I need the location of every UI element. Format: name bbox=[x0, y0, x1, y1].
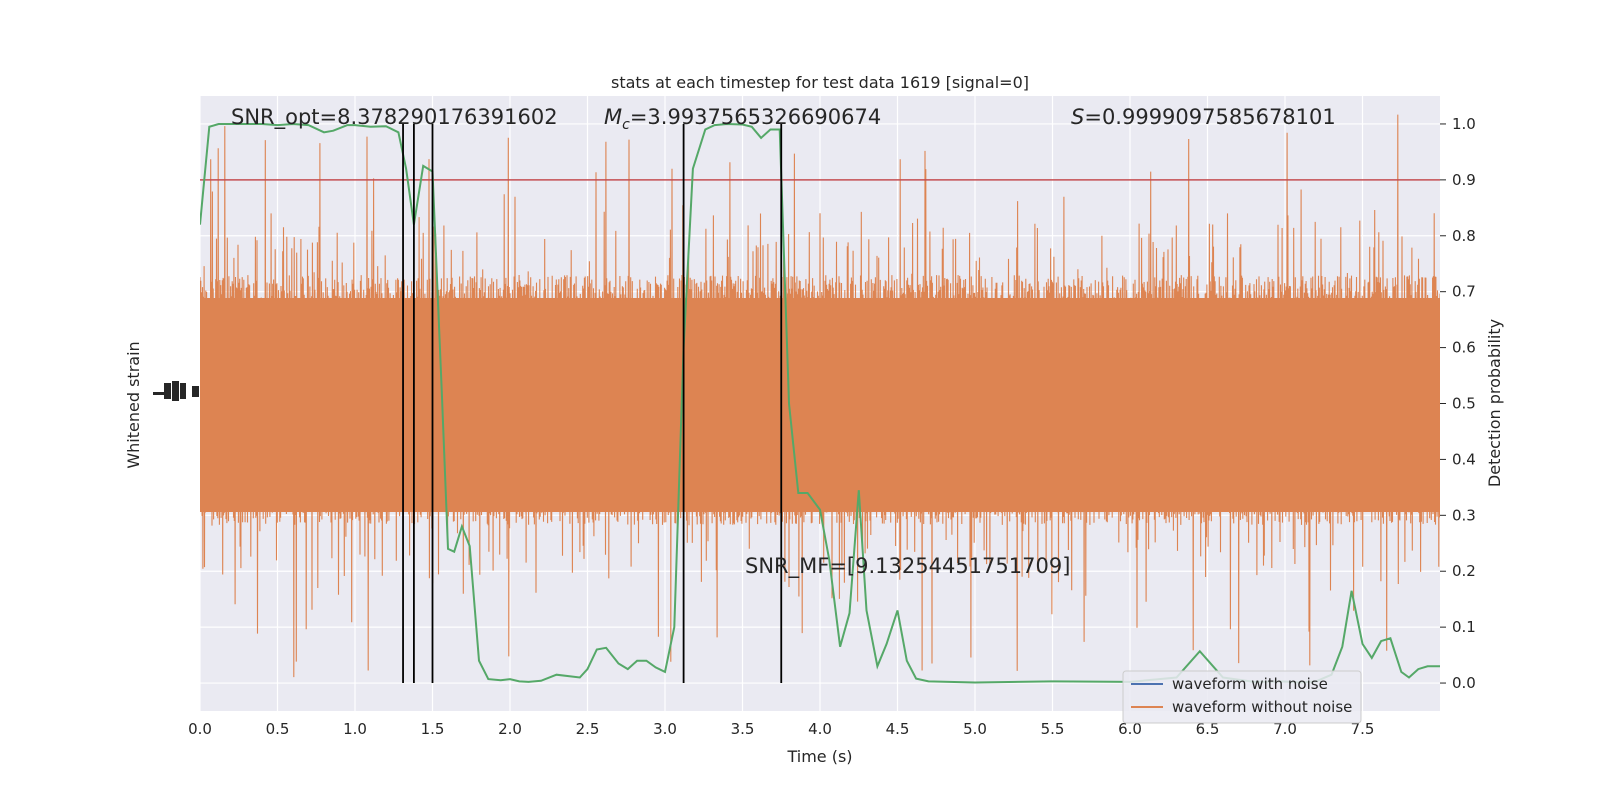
x-tick-label: 4.0 bbox=[808, 720, 832, 738]
x-tick-label: 6.5 bbox=[1196, 720, 1220, 738]
left-y-axis-tick-clutter bbox=[153, 381, 199, 401]
s-symbol: S bbox=[1071, 105, 1084, 129]
legend-label-with-noise: waveform with noise bbox=[1172, 675, 1328, 693]
strain-band bbox=[200, 298, 1440, 512]
y-tick-label: 0.4 bbox=[1452, 450, 1476, 468]
x-tick-label: 2.5 bbox=[576, 720, 600, 738]
x-tick-label: 5.5 bbox=[1041, 720, 1065, 738]
y-tick-label: 0.6 bbox=[1452, 339, 1476, 357]
chirp-mass-subscript: c bbox=[622, 117, 630, 133]
vertical-markers bbox=[402, 123, 783, 684]
x-axis-label: Time (s) bbox=[786, 747, 852, 766]
x-axis-ticks: 0.0 0.5 1.0 1.5 2.0 2.5 3.0 3.5 4.0 4.5 5.0 5.5 6.0 6… bbox=[188, 720, 1374, 738]
chirp-mass-value: =3.9937565326690674 bbox=[630, 105, 881, 129]
chirp-mass-annotation: Mc=3.9937565326690674 bbox=[604, 105, 881, 133]
legend-box bbox=[1122, 670, 1362, 724]
legend-label-without-noise: waveform without noise bbox=[1172, 698, 1352, 716]
x-tick-label: 5.0 bbox=[963, 720, 987, 738]
x-tick-label: 7.0 bbox=[1273, 720, 1297, 738]
snr-opt-annotation: SNR_opt=8.378290176391602 bbox=[231, 105, 558, 130]
x-tick-label: 0.5 bbox=[266, 720, 290, 738]
right-y-axis-ticks: 0.0 0.1 0.2 0.3 0.4 0.5 0.6 0.7 0.8 0.9 1.0 bbox=[1440, 115, 1476, 692]
snr-mf-annotation: SNR_MF=[9.13254451751709] bbox=[745, 554, 1070, 579]
y-tick-label: 0.7 bbox=[1452, 283, 1476, 301]
y-tick-label: 1.0 bbox=[1452, 115, 1476, 133]
chart-title: stats at each timestep for test data 161… bbox=[611, 73, 1029, 92]
whitened-strain-trace bbox=[200, 114, 1440, 678]
y-tick-label: 0.1 bbox=[1452, 618, 1476, 636]
x-tick-label: 4.5 bbox=[886, 720, 910, 738]
s-annotation: S=0.9999097585678101 bbox=[1071, 105, 1336, 129]
y-tick-label: 0.8 bbox=[1452, 227, 1476, 245]
right-y-axis-label: Detection probability bbox=[1485, 319, 1504, 487]
x-tick-label: 1.5 bbox=[421, 720, 445, 738]
y-tick-label: 0.2 bbox=[1452, 562, 1476, 580]
left-y-axis-label: Whitened strain bbox=[124, 341, 143, 468]
y-tick-label: 0.3 bbox=[1452, 506, 1476, 524]
x-tick-label: 6.0 bbox=[1118, 720, 1142, 738]
x-tick-label: 0.0 bbox=[188, 720, 212, 738]
y-tick-label: 0.5 bbox=[1452, 395, 1476, 413]
x-tick-label: 2.0 bbox=[498, 720, 522, 738]
y-tick-label: 0.9 bbox=[1452, 171, 1476, 189]
chirp-mass-symbol: M bbox=[604, 105, 622, 129]
x-tick-label: 3.0 bbox=[653, 720, 677, 738]
x-tick-label: 7.5 bbox=[1351, 720, 1375, 738]
legend: waveform with noise waveform without noi… bbox=[1122, 670, 1362, 724]
s-value: =0.9999097585678101 bbox=[1084, 105, 1335, 129]
y-tick-label: 0.0 bbox=[1452, 674, 1476, 692]
x-tick-label: 1.0 bbox=[343, 720, 367, 738]
x-tick-label: 3.5 bbox=[731, 720, 755, 738]
